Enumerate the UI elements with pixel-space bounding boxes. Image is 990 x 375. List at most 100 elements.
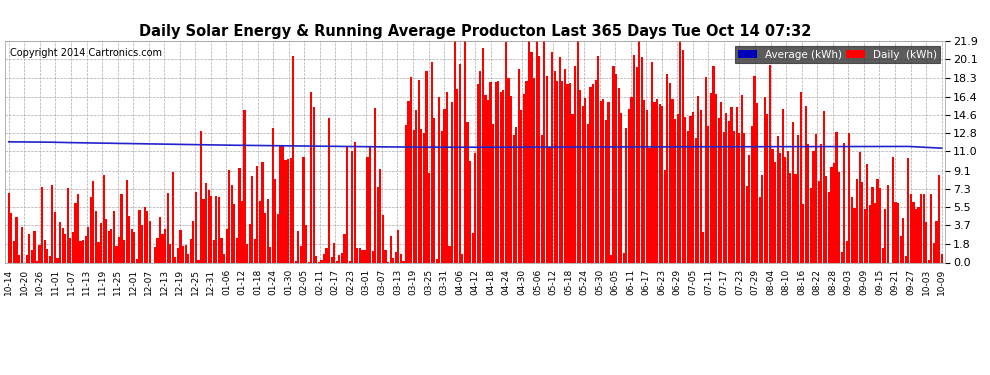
Bar	[763, 97, 766, 262]
Bar	[595, 80, 597, 262]
Bar	[53, 211, 56, 262]
Bar	[571, 114, 573, 262]
Bar	[169, 244, 171, 262]
Bar	[269, 247, 271, 262]
Bar	[838, 171, 841, 262]
Bar	[282, 145, 284, 262]
Bar	[726, 112, 728, 262]
Bar	[421, 129, 423, 262]
Bar	[813, 152, 815, 262]
Bar	[344, 234, 346, 262]
Bar	[723, 132, 725, 262]
Bar	[448, 246, 450, 262]
Bar	[66, 188, 69, 262]
Bar	[905, 256, 907, 262]
Bar	[271, 128, 274, 262]
Bar	[741, 95, 742, 262]
Bar	[794, 174, 797, 262]
Bar	[326, 248, 328, 262]
Bar	[444, 109, 446, 262]
Bar	[453, 41, 455, 262]
Bar	[21, 227, 23, 262]
Bar	[553, 71, 555, 262]
Bar	[144, 207, 146, 262]
Bar	[369, 147, 371, 262]
Bar	[395, 252, 397, 262]
Bar	[787, 151, 789, 262]
Bar	[528, 41, 530, 262]
Bar	[636, 67, 638, 262]
Bar	[600, 101, 602, 262]
Bar	[69, 238, 71, 262]
Bar	[800, 92, 802, 262]
Bar	[56, 258, 58, 262]
Bar	[915, 210, 917, 262]
Bar	[544, 41, 545, 262]
Bar	[123, 240, 125, 262]
Bar	[907, 158, 910, 262]
Bar	[287, 159, 289, 262]
Bar	[226, 229, 228, 262]
Bar	[810, 188, 812, 262]
Bar	[351, 151, 353, 262]
Bar	[487, 100, 489, 262]
Bar	[536, 41, 538, 262]
Bar	[758, 196, 760, 262]
Bar	[26, 255, 28, 262]
Bar	[739, 133, 741, 262]
Bar	[700, 110, 702, 262]
Bar	[239, 168, 241, 262]
Bar	[379, 169, 381, 262]
Bar	[928, 260, 930, 262]
Bar	[644, 100, 645, 262]
Bar	[805, 106, 807, 262]
Bar	[584, 98, 586, 262]
Bar	[187, 254, 189, 262]
Bar	[940, 254, 942, 262]
Bar	[103, 175, 105, 262]
Bar	[213, 240, 215, 262]
Bar	[413, 130, 415, 262]
Bar	[218, 197, 220, 262]
Bar	[248, 224, 250, 262]
Bar	[456, 88, 458, 262]
Bar	[210, 196, 212, 262]
Bar	[366, 157, 368, 262]
Bar	[731, 107, 733, 262]
Bar	[497, 81, 499, 262]
Bar	[589, 87, 592, 262]
Bar	[300, 246, 302, 262]
Bar	[776, 136, 779, 262]
Bar	[736, 108, 738, 262]
Bar	[605, 120, 607, 262]
Bar	[845, 241, 847, 262]
Bar	[476, 84, 479, 262]
Bar	[548, 147, 550, 262]
Bar	[90, 197, 92, 262]
Bar	[658, 104, 660, 262]
Bar	[405, 125, 407, 262]
Bar	[702, 232, 704, 262]
Bar	[274, 179, 276, 262]
Bar	[161, 234, 163, 262]
Bar	[97, 242, 100, 262]
Bar	[36, 261, 38, 262]
Bar	[16, 217, 18, 262]
Bar	[433, 118, 436, 262]
Bar	[745, 186, 747, 262]
Bar	[713, 66, 715, 262]
Bar	[182, 246, 184, 262]
Bar	[264, 213, 266, 262]
Bar	[807, 144, 810, 262]
Bar	[705, 76, 707, 262]
Bar	[441, 131, 443, 262]
Bar	[861, 182, 863, 262]
Bar	[641, 57, 643, 262]
Bar	[769, 65, 771, 262]
Bar	[28, 234, 31, 262]
Bar	[500, 92, 502, 262]
Bar	[118, 237, 120, 262]
Bar	[147, 211, 148, 262]
Bar	[576, 41, 579, 262]
Bar	[131, 229, 133, 262]
